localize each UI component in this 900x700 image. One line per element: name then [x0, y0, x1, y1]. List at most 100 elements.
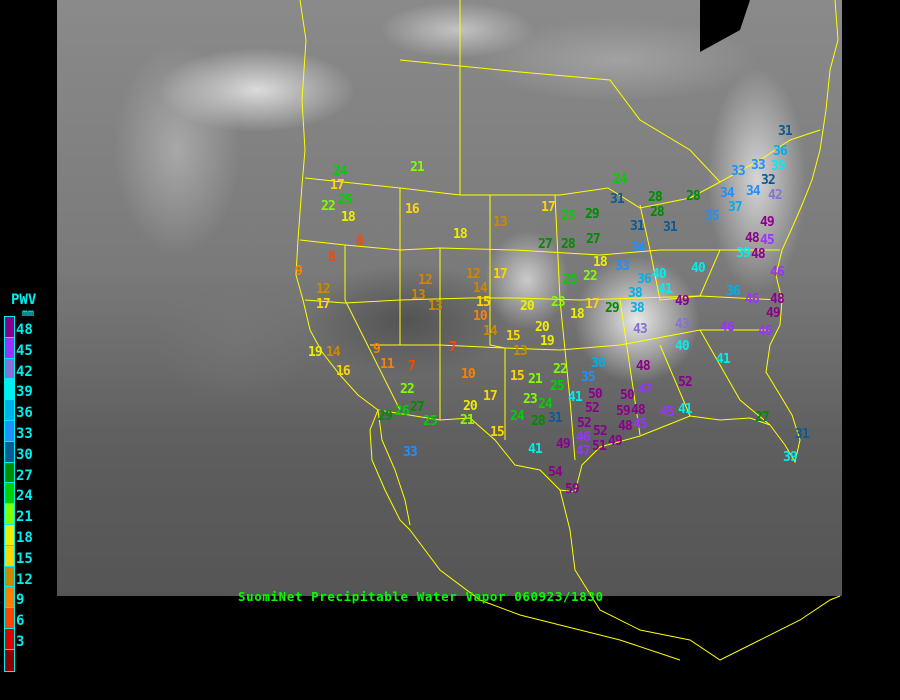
station-pwv-value: 46: [745, 292, 760, 307]
station-pwv-value: 36: [637, 272, 652, 287]
legend-label: 12: [16, 571, 33, 588]
station-pwv-value: 17: [585, 297, 600, 312]
state-line: [699, 329, 771, 426]
station-pwv-value: 27: [755, 410, 770, 425]
legend-swatch: [5, 379, 14, 401]
station-pwv-value: 41: [658, 282, 673, 297]
station-pwv-value: 52: [585, 401, 600, 416]
station-pwv-value: 15: [510, 369, 525, 384]
station-pwv-value: 40: [652, 267, 667, 282]
state-line: [399, 59, 721, 183]
station-pwv-value: 20: [535, 320, 550, 335]
station-pwv-value: 33: [403, 445, 418, 460]
station-pwv-value: 25: [561, 209, 576, 224]
station-pwv-value: 47: [638, 382, 653, 397]
station-pwv-value: 28: [561, 237, 576, 252]
legend-swatch: [5, 483, 14, 505]
station-pwv-value: 16: [405, 202, 420, 217]
legend-swatch: [5, 337, 14, 359]
canada-border: [304, 129, 821, 209]
legend-swatch: [5, 317, 14, 338]
station-pwv-value: 33: [731, 164, 746, 179]
legend-label: 30: [16, 446, 33, 463]
station-pwv-value: 31: [630, 219, 645, 234]
station-pwv-value: 49: [608, 434, 623, 449]
station-pwv-value: 48: [751, 247, 766, 262]
station-pwv-value: 15: [476, 295, 491, 310]
gulf-coast: [559, 0, 839, 493]
station-pwv-value: 29: [585, 207, 600, 222]
legend-label: 45: [16, 342, 33, 359]
station-pwv-value: 50: [588, 387, 603, 402]
station-pwv-value: 45: [660, 405, 675, 420]
station-pwv-value: 39: [771, 159, 786, 174]
state-line: [659, 344, 691, 417]
station-pwv-value: 49: [760, 215, 775, 230]
station-pwv-value: 18: [453, 227, 468, 242]
station-pwv-value: 38: [630, 301, 645, 316]
legend-swatch: [5, 628, 14, 650]
station-pwv-value: 23: [551, 295, 566, 310]
legend-swatch: [5, 441, 14, 463]
station-pwv-value: 41: [716, 352, 731, 367]
station-pwv-value: 28: [531, 414, 546, 429]
station-pwv-value: 9: [373, 342, 381, 357]
legend-swatch: [5, 358, 14, 380]
station-pwv-value: 41: [678, 402, 693, 417]
station-pwv-value: 18: [570, 307, 585, 322]
station-pwv-value: 12: [466, 267, 481, 282]
station-pwv-value: 13: [513, 344, 528, 359]
station-pwv-value: 28: [686, 189, 701, 204]
station-pwv-value: 9: [295, 264, 303, 279]
station-pwv-value: 25: [423, 414, 438, 429]
station-pwv-value: 17: [493, 267, 508, 282]
legend-swatch: [5, 649, 14, 671]
station-pwv-value: 46: [576, 430, 591, 445]
satellite-image: [57, 0, 842, 596]
station-pwv-value: 15: [506, 329, 521, 344]
station-pwv-value: 59: [616, 404, 631, 419]
station-pwv-value: 12: [316, 282, 331, 297]
station-pwv-value: 35: [581, 370, 596, 385]
station-pwv-value: 17: [330, 178, 345, 193]
station-pwv-value: 39: [783, 450, 798, 465]
legend-label: 3: [16, 634, 25, 650]
station-pwv-value: 14: [483, 324, 498, 339]
station-pwv-value: 41: [568, 390, 583, 405]
station-pwv-value: 52: [593, 424, 608, 439]
station-pwv-value: 29: [605, 301, 620, 316]
station-pwv-value: 35: [705, 209, 720, 224]
station-pwv-value: 22: [583, 269, 598, 284]
station-pwv-value: 15: [490, 425, 505, 440]
station-pwv-value: 27: [410, 400, 425, 415]
legend-swatch: [5, 504, 14, 525]
station-pwv-value: 40: [675, 339, 690, 354]
station-pwv-value: 43: [675, 317, 690, 332]
station-pwv-value: 23: [523, 392, 538, 407]
legend-label: 33: [16, 426, 33, 442]
station-pwv-value: 42: [768, 188, 783, 203]
station-pwv-value: 41: [528, 442, 543, 457]
station-pwv-value: 28: [650, 205, 665, 220]
station-pwv-value: 25: [563, 272, 578, 287]
station-pwv-value: 13: [411, 288, 426, 303]
legend-color-bar: [4, 316, 15, 672]
legend-swatch: [5, 545, 14, 567]
station-pwv-value: 40: [691, 261, 706, 276]
station-pwv-value: 21: [460, 413, 475, 428]
legend-label: 6: [16, 613, 25, 630]
legend-swatch: [5, 420, 14, 442]
station-pwv-value: 52: [678, 375, 693, 390]
state-line: [344, 245, 401, 411]
legend-swatch: [5, 462, 14, 484]
station-pwv-value: 16: [336, 364, 351, 379]
station-pwv-value: 48: [770, 292, 785, 307]
state-line: [639, 204, 721, 301]
station-pwv-value: 48: [631, 403, 646, 418]
station-pwv-value: 52: [577, 416, 592, 431]
station-pwv-value: 12: [418, 273, 433, 288]
station-pwv-value: 14: [473, 281, 488, 296]
station-pwv-value: 36: [591, 356, 606, 371]
station-pwv-value: 33: [615, 259, 630, 274]
